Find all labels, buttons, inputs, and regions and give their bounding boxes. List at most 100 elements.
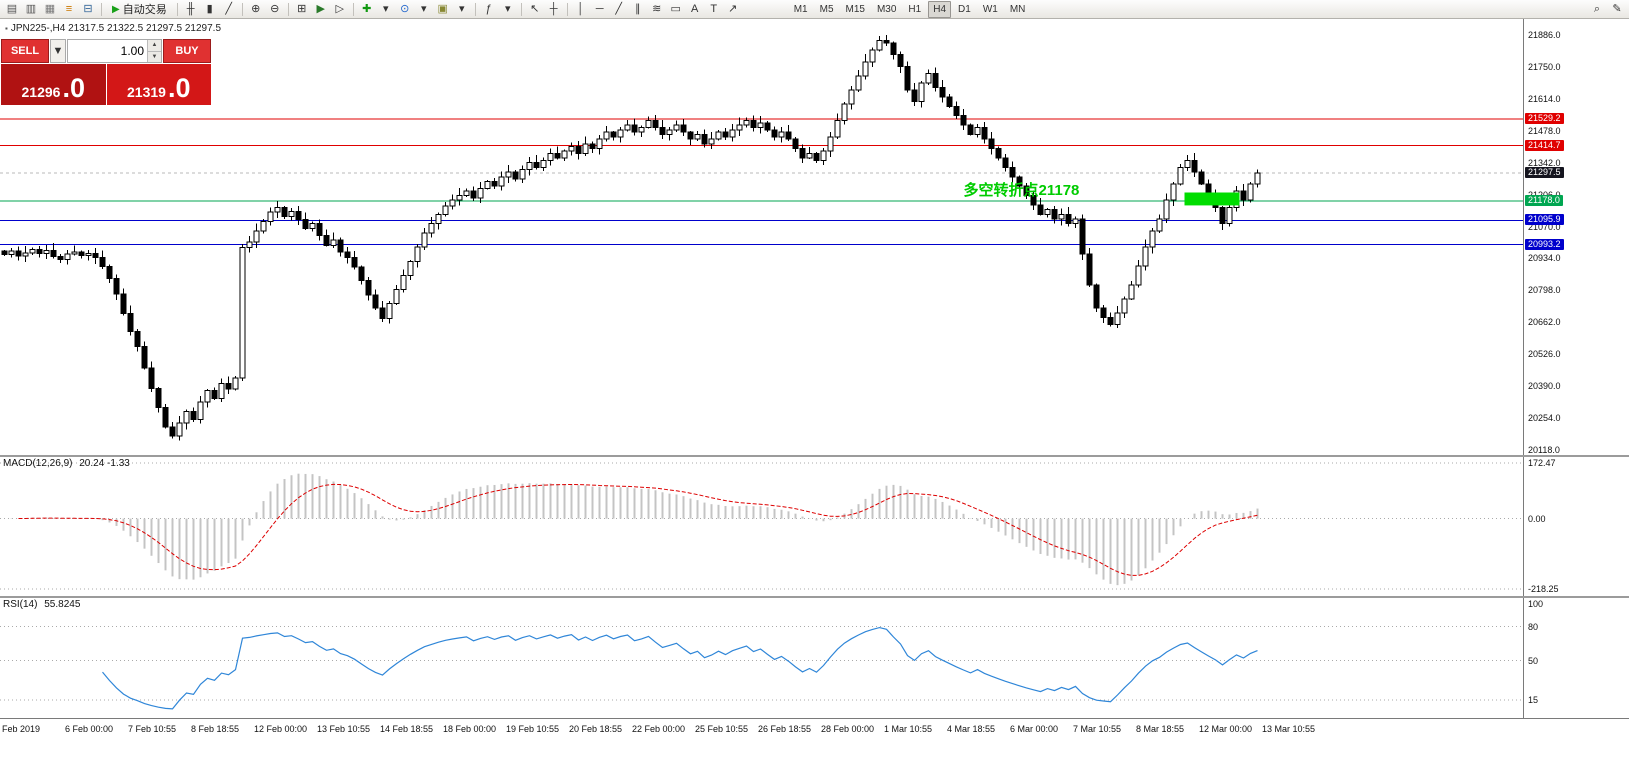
price-axis-rsi[interactable]: 100 80 50 15 — [1523, 598, 1629, 718]
templates-caret-icon[interactable]: ▾ — [458, 2, 465, 15]
time-label: 18 Feb 00:00 — [443, 724, 497, 734]
quick-edit-icon[interactable]: ✎ — [1612, 2, 1622, 15]
arrows-tool-icon[interactable]: ↗ — [728, 2, 738, 15]
timeframe-W1[interactable]: W1 — [982, 3, 998, 15]
rsi-label: RSI(14) 55.8245 — [3, 599, 81, 610]
macd-panel[interactable]: MACD(12,26,9) 20.24 -1.33 — [0, 457, 1523, 596]
time-label: 19 Feb 10:55 — [506, 724, 560, 734]
tile-windows-icon[interactable]: ⊞ — [297, 2, 307, 15]
macd-chart[interactable] — [0, 457, 1523, 596]
sell-price-main: 21296 — [21, 84, 61, 100]
periods-clock-icon[interactable]: ⊙ — [400, 2, 410, 15]
new-order-icon[interactable]: ▤ — [6, 2, 18, 15]
channel-icon[interactable]: ∥ — [634, 2, 641, 15]
profiles-icon[interactable]: ▦ — [44, 2, 56, 15]
indicators-icon[interactable]: ƒ — [485, 2, 492, 15]
auto-trading-button[interactable]: ▶ 自动交易 — [106, 0, 173, 19]
time-label: 6 Mar 00:00 — [1010, 724, 1059, 734]
zoom-in-icon[interactable]: ⊕ — [251, 2, 261, 15]
price-axis-main[interactable]: 21886.0 21750.0 21614.0 21478.0 21342.0 21206… — [1523, 19, 1629, 456]
timeframe-M5[interactable]: M5 — [819, 3, 834, 15]
top-toolbar: ▤ ▥ ▦ ≡ ⊟ ▶ 自动交易 ╫ ▮ ╱ ⊕ ⊖ ⊞ ▶ ▷ ✚ ▾ ⊙ ▾ ▣ ▾ ƒ ▾ ↖ ┼ │ ─ ╱ ∥ ≋ ▭ A T ↗ M1 M… — [0, 0, 1629, 19]
toolbar-separator — [566, 2, 568, 16]
order-settings-dropdown[interactable]: ▼ — [50, 39, 66, 63]
main-chart-panel[interactable] — [0, 19, 1523, 456]
price-tick: 20254.0 — [1528, 413, 1561, 424]
text-icon[interactable]: A — [691, 2, 699, 15]
text-label-icon[interactable]: T — [710, 2, 718, 15]
toolbar-separator — [287, 2, 289, 16]
candlestick-chart-icon[interactable]: ▮ — [206, 2, 213, 15]
macd-tick: 172.47 — [1528, 458, 1556, 468]
price-badge: 21095.9 — [1525, 214, 1564, 226]
time-label: 22 Feb 00:00 — [632, 724, 686, 734]
rsi-chart[interactable] — [0, 598, 1523, 718]
timeframe-M1[interactable]: M1 — [793, 3, 808, 15]
time-label: 1 Mar 10:55 — [884, 724, 933, 734]
zoom-out-icon[interactable]: ⊖ — [270, 2, 280, 15]
timeframe-M30[interactable]: M30 — [876, 3, 897, 15]
buy-button[interactable]: BUY — [163, 39, 211, 63]
fibonacci-icon[interactable]: ≋ — [652, 2, 662, 15]
volume-control: ▲ ▼ — [67, 39, 162, 63]
price-tick: 20798.0 — [1528, 285, 1561, 296]
rsi-tick: 100 — [1528, 599, 1544, 609]
one-click-trading-panel: SELL ▼ ▲ ▼ BUY 21296 .0 21319 .0 — [1, 39, 211, 105]
shapes-icon[interactable]: ▭ — [670, 2, 681, 15]
new-chart-add-icon[interactable]: ✚ — [362, 2, 372, 15]
time-label: 8 Feb 18:55 — [191, 724, 240, 734]
price-tick: 20662.0 — [1528, 317, 1561, 328]
bar-chart-icon[interactable]: ╫ — [186, 2, 195, 15]
timeframe-group: M1 M5 M15 M30 H1 H4 D1 W1 MN — [789, 0, 1031, 18]
navigator-icon[interactable]: ⊟ — [83, 2, 93, 15]
indicators-caret-icon[interactable]: ▾ — [504, 2, 511, 15]
time-label: 12 Feb 00:00 — [254, 724, 308, 734]
market-watch-icon[interactable]: ≡ — [65, 2, 73, 15]
vertical-line-icon[interactable]: │ — [577, 2, 585, 15]
periods-caret-icon[interactable]: ▾ — [420, 2, 427, 15]
panel-separator[interactable] — [0, 596, 1629, 598]
macd-label: MACD(12,26,9) 20.24 -1.33 — [3, 458, 130, 469]
chart-shift-icon[interactable]: ▷ — [335, 2, 344, 15]
time-axis[interactable]: Feb 2019 6 Feb 00:00 7 Feb 10:55 8 Feb 18:5… — [0, 718, 1629, 743]
sell-price-display[interactable]: 21296 .0 — [1, 64, 106, 105]
volume-input[interactable] — [68, 40, 147, 62]
turning-point-annotation[interactable]: 多空转折点21178 — [963, 181, 1080, 199]
crosshair-icon[interactable]: ┼ — [549, 2, 558, 15]
timeframe-D1[interactable]: D1 — [958, 3, 971, 15]
chart-symbol-icon: ▪ — [5, 24, 8, 33]
new-chart-caret-icon[interactable]: ▾ — [382, 2, 389, 15]
price-tick: 20526.0 — [1528, 349, 1561, 360]
timeframe-MN[interactable]: MN — [1009, 3, 1026, 15]
trendline-icon[interactable]: ╱ — [615, 2, 623, 15]
timeframe-M15[interactable]: M15 — [845, 3, 865, 15]
timeframe-H1[interactable]: H1 — [908, 3, 922, 15]
sell-button[interactable]: SELL — [1, 39, 49, 63]
price-axis-macd[interactable]: 172.47 0.00 -218.25 — [1523, 457, 1629, 596]
time-label: 13 Mar 10:55 — [1262, 724, 1316, 734]
rsi-tick: 15 — [1528, 695, 1539, 706]
buy-price-display[interactable]: 21319 .0 — [106, 64, 211, 105]
price-tick: 20390.0 — [1528, 381, 1561, 392]
candles — [1, 35, 1261, 441]
line-chart-icon[interactable]: ╱ — [225, 2, 233, 15]
cursor-icon[interactable]: ↖ — [530, 2, 540, 15]
rsi-panel[interactable]: RSI(14) 55.8245 — [0, 598, 1523, 718]
auto-scroll-icon[interactable]: ▶ — [316, 2, 325, 15]
candlestick-chart[interactable] — [0, 19, 1523, 456]
templates-icon[interactable]: ▣ — [437, 2, 448, 15]
search-icon[interactable]: ⌕ — [1593, 2, 1601, 15]
highlight-box[interactable] — [1184, 192, 1240, 206]
panel-separator[interactable] — [0, 455, 1629, 457]
macd-tick: -218.25 — [1528, 584, 1559, 594]
timeframe-H4[interactable]: H4 — [928, 0, 952, 18]
time-label: 13 Feb 10:55 — [317, 724, 371, 734]
toolbar-separator — [352, 2, 354, 16]
macd-histogram — [10, 473, 1259, 586]
toolbar-separator — [474, 2, 476, 16]
horizontal-line-icon[interactable]: ─ — [595, 2, 604, 15]
chart-window-icon[interactable]: ▥ — [25, 2, 37, 15]
volume-decrease-button[interactable]: ▼ — [148, 50, 161, 62]
volume-increase-button[interactable]: ▲ — [148, 40, 161, 51]
